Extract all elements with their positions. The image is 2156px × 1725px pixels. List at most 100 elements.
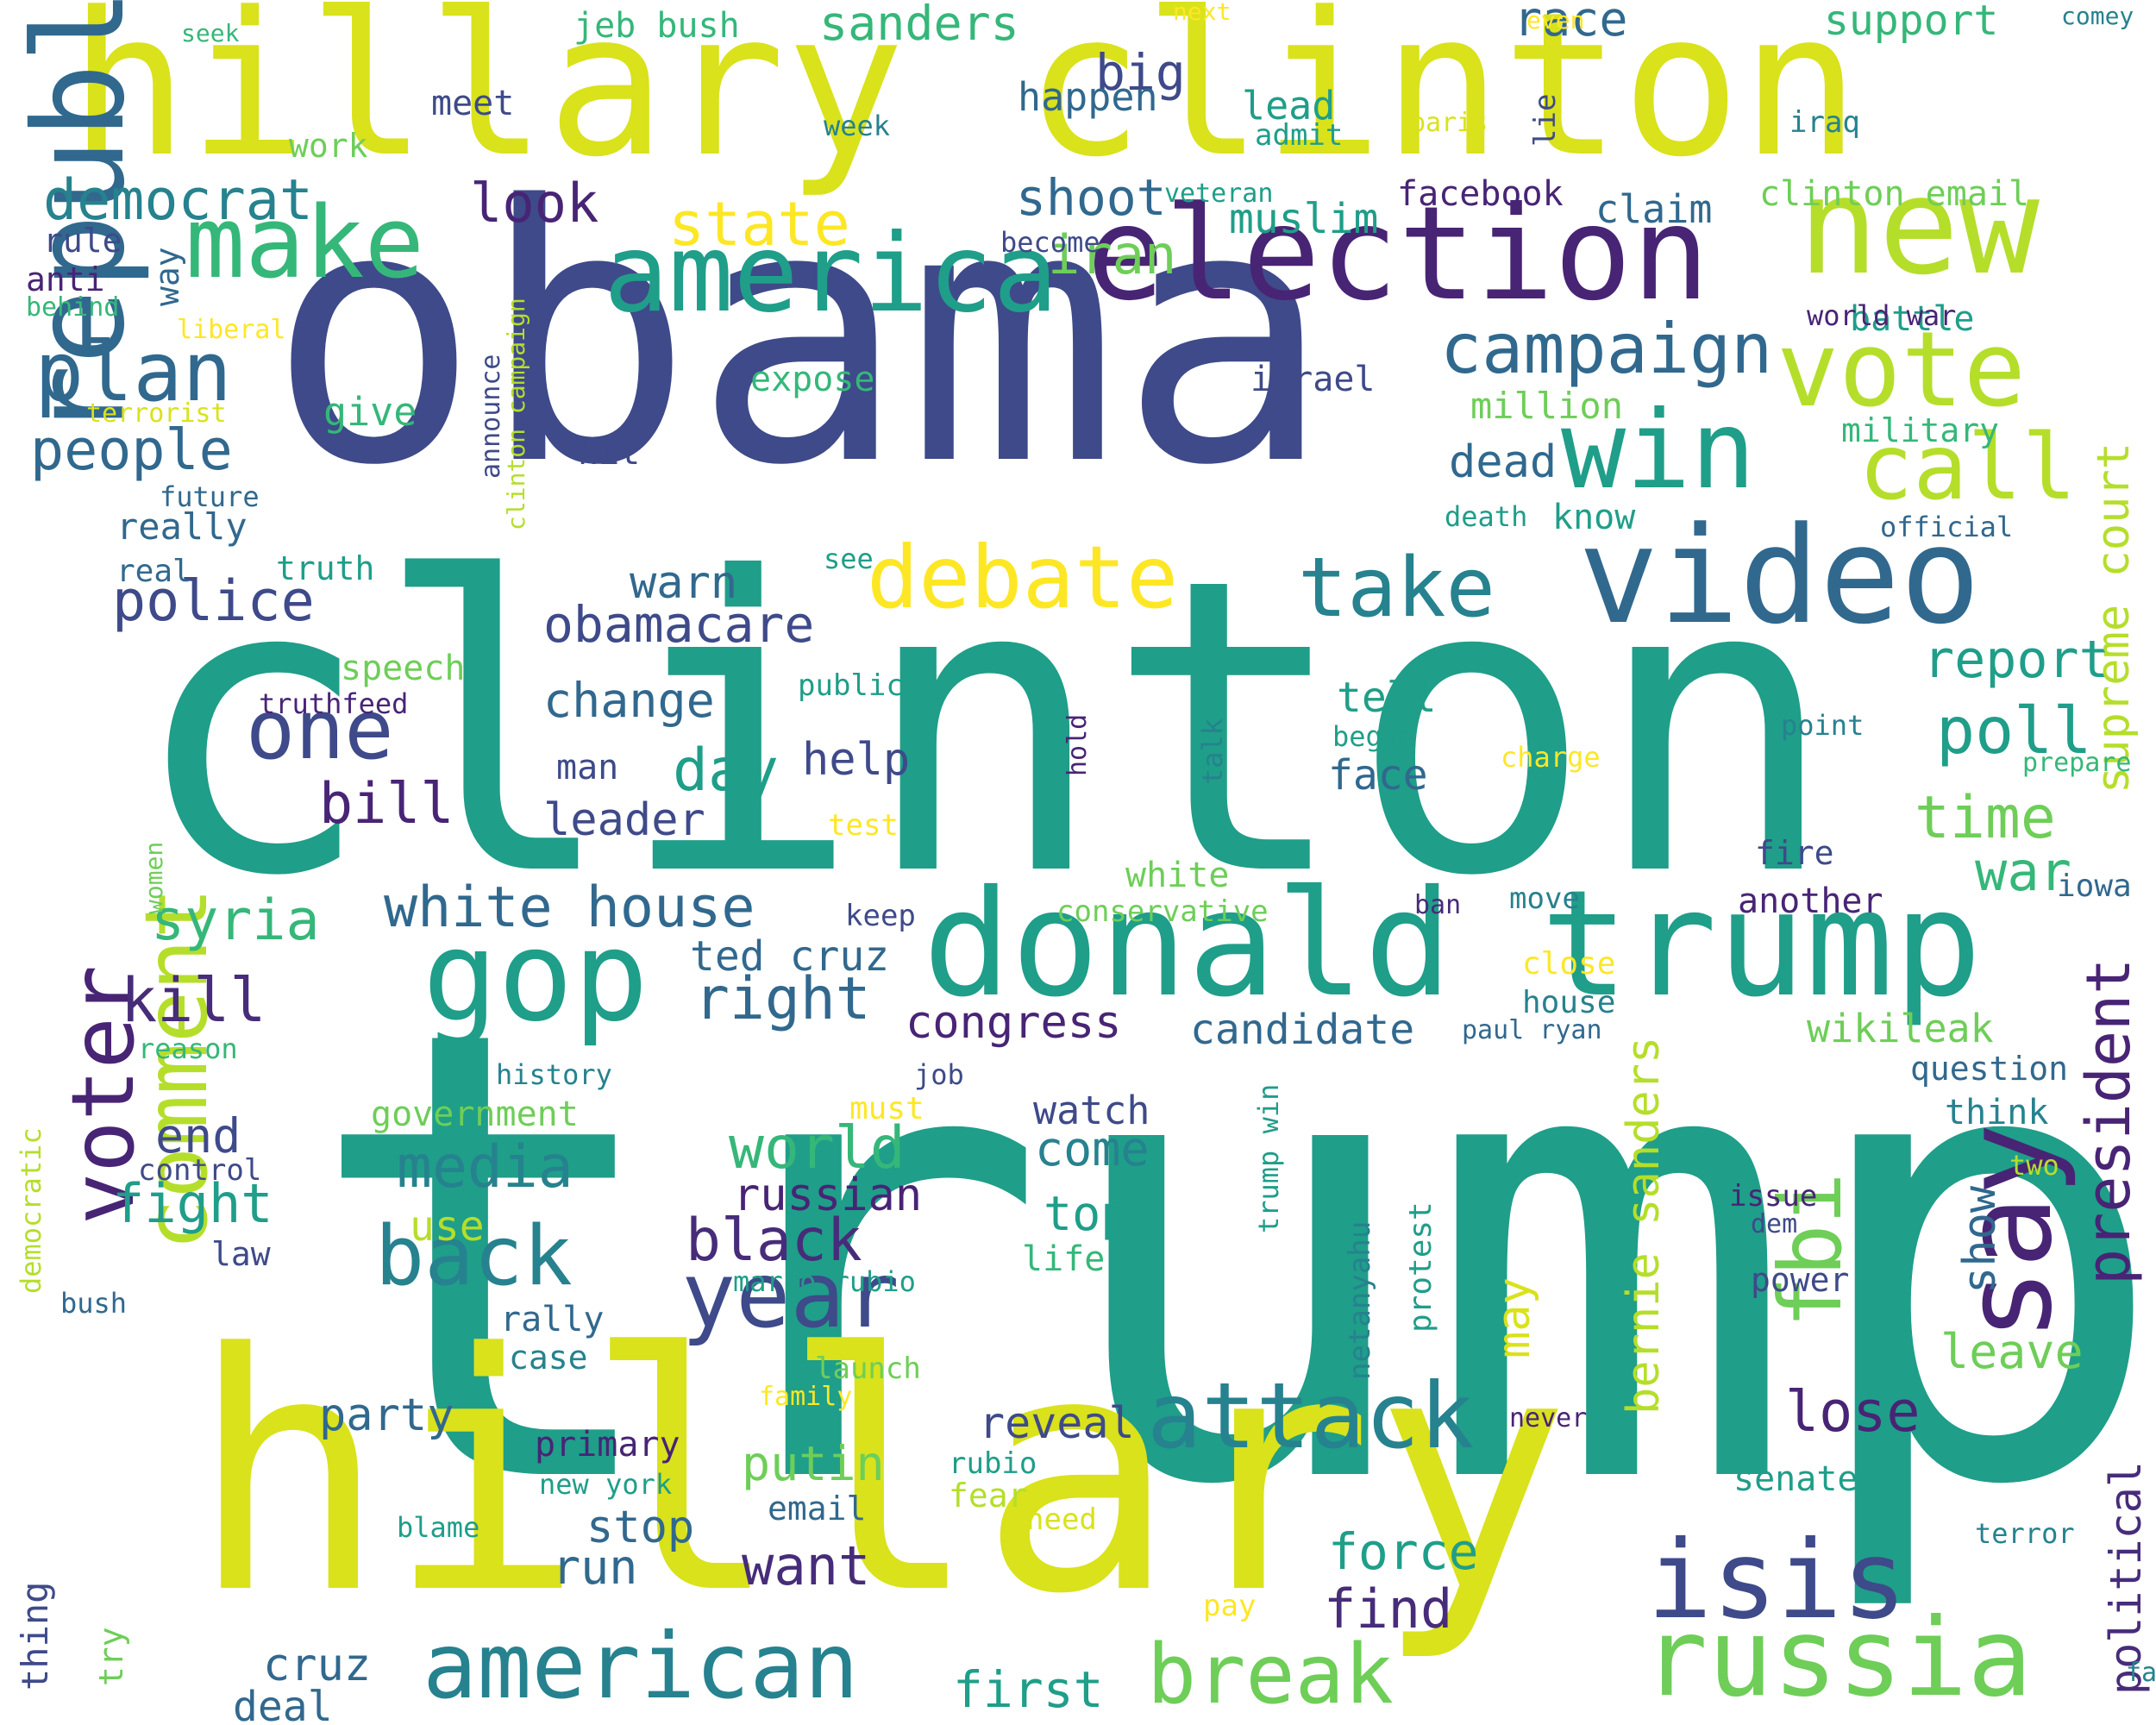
word-tell: tell <box>1337 674 1437 722</box>
word-need: need <box>1026 1502 1097 1537</box>
word-new-york: new york <box>539 1468 673 1501</box>
word-meet: meet <box>431 84 515 123</box>
word-hillary-clinton: hillary clinton <box>69 0 1861 201</box>
word-comey: comey <box>2061 2 2134 30</box>
word-poll: poll <box>1936 693 2092 768</box>
word-isis: isis <box>1647 1518 1908 1643</box>
word-democratic: democratic <box>15 1127 47 1294</box>
word-terror: terror <box>1975 1517 2075 1550</box>
word-case: case <box>509 1339 588 1377</box>
word-warn: warn <box>630 557 738 609</box>
word-two: two <box>2009 1149 2059 1182</box>
word-look: look <box>470 172 599 235</box>
word-truth: truth <box>276 549 375 587</box>
word-women: women <box>140 841 168 914</box>
word-think: think <box>1945 1093 2049 1132</box>
word-anti: anti <box>26 260 105 298</box>
word-israel: israel <box>1250 360 1376 399</box>
word-fire: fire <box>1755 834 1834 872</box>
word-seek: seek <box>181 19 240 47</box>
word-shoot: shoot <box>1016 168 1167 227</box>
word-happen: happen <box>1018 74 1158 120</box>
word-ted-cruz: ted cruz <box>690 932 890 981</box>
word-must: must <box>849 1091 924 1126</box>
word-senate: senate <box>1733 1459 1858 1499</box>
word-hillary: hillary <box>190 1283 1571 1665</box>
word-test: test <box>828 808 899 843</box>
word-big: big <box>1095 43 1186 102</box>
word-charge: charge <box>1501 741 1601 774</box>
word-public: public <box>798 668 904 703</box>
word-year: year <box>681 1243 899 1348</box>
word-watch: watch <box>1033 1088 1150 1133</box>
word-obamacare: obamacare <box>543 595 815 654</box>
word-house: house <box>1522 985 1616 1020</box>
word-come: come <box>1035 1121 1150 1176</box>
word-liberal: liberal <box>177 315 286 345</box>
word-keep: keep <box>845 899 916 933</box>
word-blame: blame <box>397 1511 480 1544</box>
word-fail: fail <box>2126 1658 2156 1688</box>
word-war: war <box>1975 840 2071 903</box>
word-black: black <box>686 1207 862 1275</box>
word-bill: bill <box>319 772 454 837</box>
word-putin: putin <box>742 1436 885 1491</box>
word-paris: paris <box>1410 108 1489 138</box>
word-rally: rally <box>500 1300 605 1339</box>
word-primary: primary <box>535 1425 680 1465</box>
word-end: end <box>155 1108 241 1164</box>
word-fear: fear <box>949 1477 1028 1515</box>
word-become: become <box>1000 226 1100 259</box>
word-muslim: muslim <box>1229 195 1379 243</box>
word-make: make <box>185 185 424 301</box>
word-change: change <box>543 673 715 728</box>
word-know: know <box>1552 498 1636 537</box>
word-government: government <box>371 1095 579 1134</box>
word-find: find <box>1324 1578 1453 1640</box>
word-job: job <box>914 1058 964 1091</box>
word-work: work <box>289 127 368 165</box>
word-bush: bush <box>60 1287 128 1320</box>
word-reveal: reveal <box>979 1398 1135 1448</box>
word-fight: fight <box>112 1172 273 1235</box>
word-thing: thing <box>14 1581 56 1690</box>
word-launch: launch <box>815 1352 921 1386</box>
word-protest: protest <box>1403 1201 1438 1333</box>
word-lose: lose <box>1785 1380 1921 1445</box>
word-hit: hit <box>578 433 641 473</box>
word-leader: leader <box>543 794 705 846</box>
word-law: law <box>211 1235 271 1273</box>
word-expose: expose <box>750 360 875 399</box>
word-force: force <box>1328 1522 1479 1581</box>
word-ban: ban <box>1414 890 1462 920</box>
word-dead: dead <box>1449 436 1557 488</box>
word-police: police <box>112 569 315 634</box>
word-people: people <box>30 418 233 483</box>
word-media: media <box>397 1133 573 1201</box>
word-may: may <box>1489 1277 1540 1358</box>
word-prepare: prepare <box>2022 748 2132 778</box>
word-congress: congress <box>906 997 1122 1049</box>
word-time: time <box>1915 784 2056 852</box>
word-leave: leave <box>1940 1324 2084 1379</box>
word-want: want <box>742 1534 871 1597</box>
word-move: move <box>1509 881 1580 916</box>
word-begin: begin <box>1332 720 1416 753</box>
word-russian: russian <box>733 1170 923 1221</box>
word-white-house: white house <box>384 875 755 940</box>
word-win: win <box>1561 388 1756 513</box>
word-campaign: campaign <box>1440 309 1773 389</box>
word-issue: issue <box>1729 1179 1818 1214</box>
word-take: take <box>1298 541 1495 636</box>
word-another: another <box>1738 881 1883 921</box>
word-debate: debate <box>867 527 1179 628</box>
word-back: back <box>375 1209 573 1304</box>
word-reason: reason <box>138 1032 238 1065</box>
word-claim: claim <box>1595 186 1713 232</box>
word-world-war: world war <box>1807 299 1957 332</box>
word-bernie-sanders: bernie sanders <box>1618 1036 1670 1414</box>
word-state: state <box>668 189 850 260</box>
word-future: future <box>160 480 260 513</box>
word-candidate: candidate <box>1190 1006 1415 1054</box>
